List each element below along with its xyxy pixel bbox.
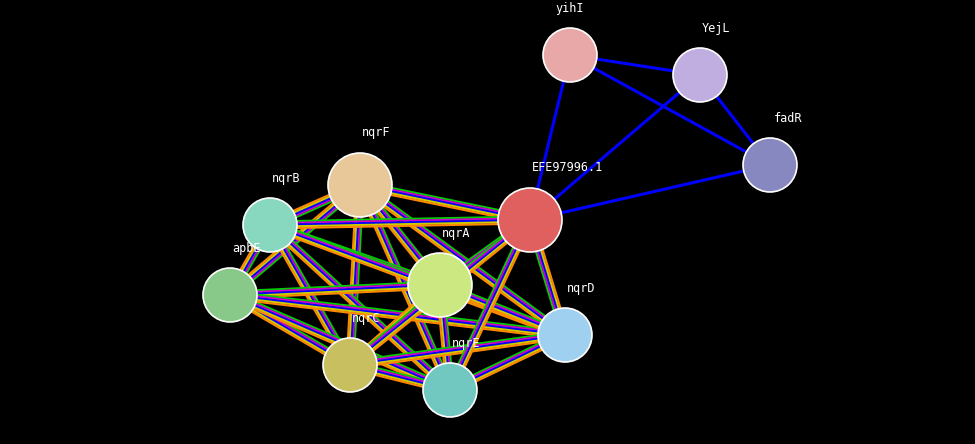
Circle shape (538, 308, 592, 362)
Circle shape (328, 153, 392, 217)
Circle shape (743, 138, 797, 192)
Circle shape (408, 253, 472, 317)
Circle shape (243, 198, 297, 252)
Circle shape (673, 48, 727, 102)
Text: yihI: yihI (556, 2, 584, 15)
Text: nqrC: nqrC (352, 312, 380, 325)
Text: EFE97996.1: EFE97996.1 (532, 161, 604, 174)
Circle shape (423, 363, 477, 417)
Text: nqrA: nqrA (442, 227, 471, 240)
Text: nqrE: nqrE (452, 337, 481, 350)
Text: YejL: YejL (702, 22, 730, 35)
Text: fadR: fadR (774, 112, 802, 125)
Circle shape (203, 268, 257, 322)
Text: nqrF: nqrF (362, 126, 391, 139)
Text: apbE: apbE (232, 242, 260, 255)
Circle shape (543, 28, 597, 82)
Circle shape (498, 188, 562, 252)
Text: nqrD: nqrD (567, 282, 596, 295)
Circle shape (323, 338, 377, 392)
Text: nqrB: nqrB (272, 172, 300, 185)
